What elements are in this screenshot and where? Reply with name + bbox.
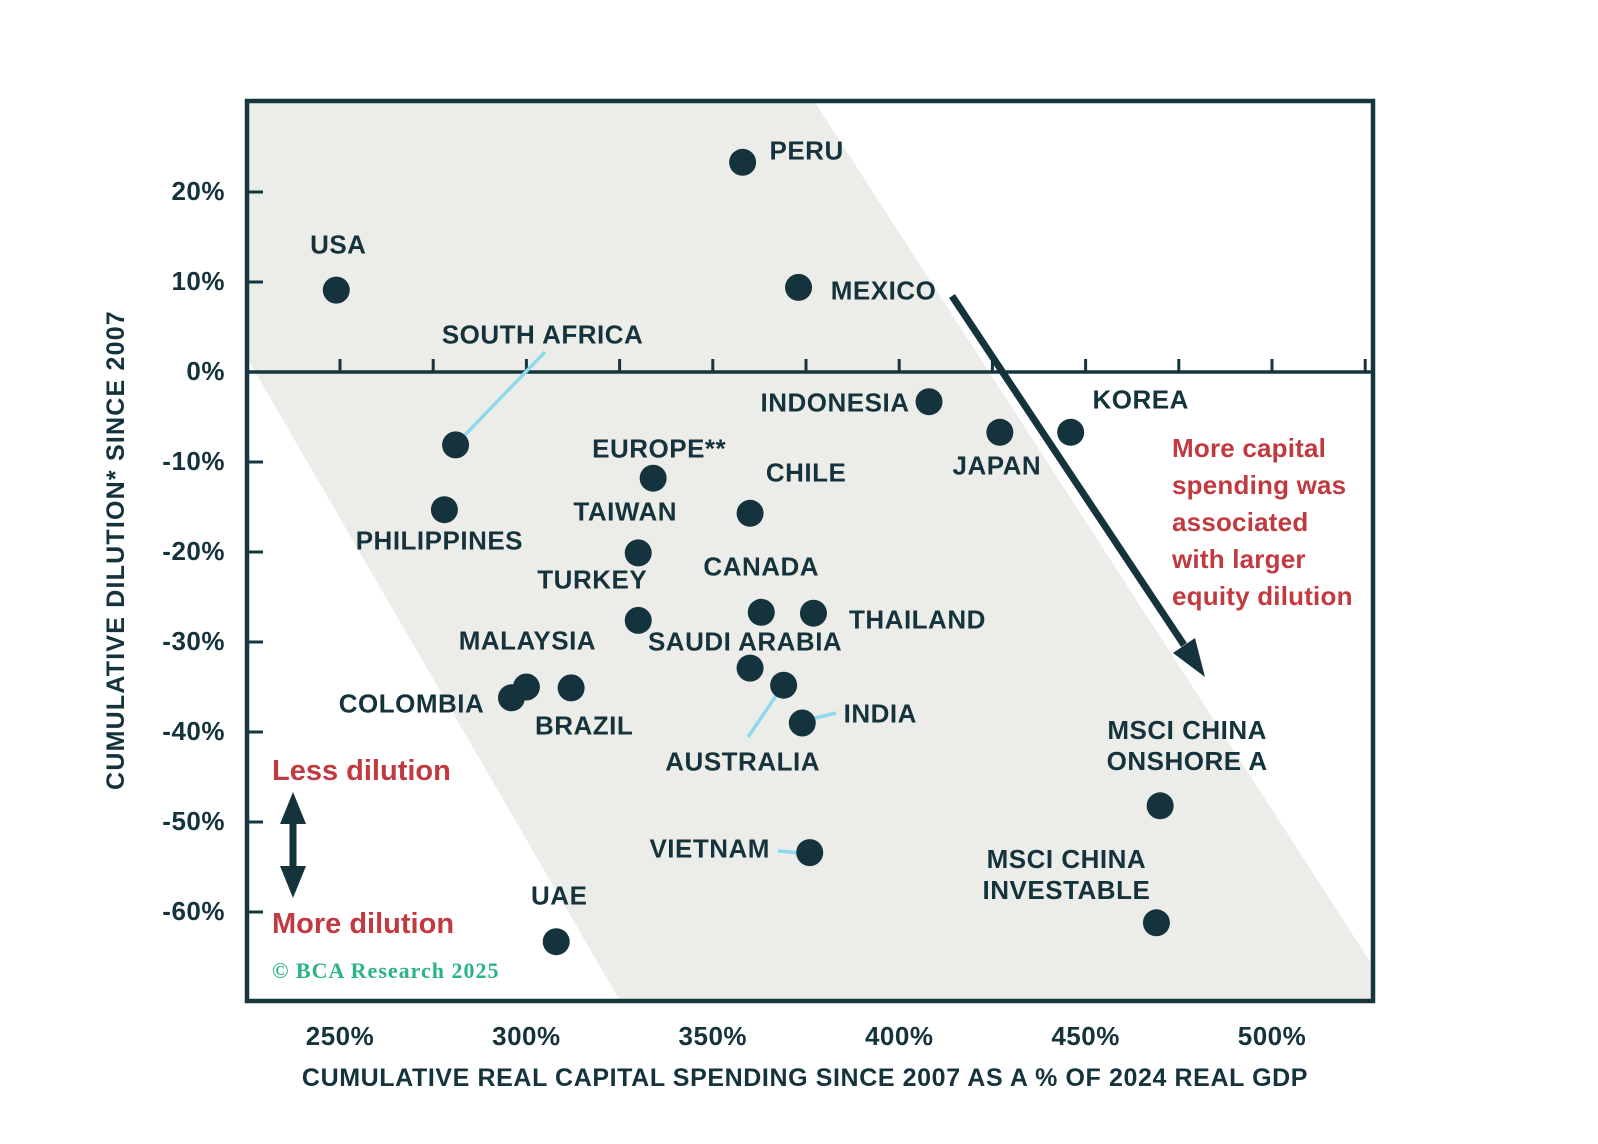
more-dilution-label: More dilution bbox=[272, 908, 455, 940]
y-tick-label: -50% bbox=[162, 806, 225, 836]
data-point-dot-vietnam bbox=[796, 839, 824, 867]
data-point-dot-usa bbox=[322, 276, 350, 304]
shaded-band bbox=[247, 101, 1373, 1001]
dilution-range-arrow bbox=[280, 792, 306, 898]
y-tick-label: -60% bbox=[162, 896, 225, 926]
y-tick-label: -40% bbox=[162, 716, 225, 746]
data-point-dot-australia bbox=[770, 671, 798, 699]
trend-annotation-line: spending was bbox=[1172, 470, 1347, 500]
data-point-label-saudi-arabia: SAUDI ARABIA bbox=[647, 626, 843, 657]
y-tick-label: 20% bbox=[171, 176, 225, 206]
trend-annotation-line: associated bbox=[1172, 507, 1309, 537]
data-point-label-europe: EUROPE** bbox=[592, 433, 727, 464]
x-tick-label: 450% bbox=[1051, 1021, 1120, 1051]
y-tick-label: -30% bbox=[162, 626, 225, 656]
trend-annotation-line: equity dilution bbox=[1172, 581, 1353, 611]
data-point-label-india: INDIA bbox=[843, 698, 917, 729]
data-point-dot-thailand bbox=[799, 599, 827, 627]
data-point-dot-uae bbox=[542, 928, 570, 956]
data-point-label-chile: CHILE bbox=[765, 457, 847, 488]
data-point-dot-japan bbox=[986, 418, 1014, 446]
data-point-label-mexico: MEXICO bbox=[830, 275, 937, 306]
plot-border bbox=[244, 98, 1376, 1004]
less-dilution-label: Less dilution bbox=[272, 755, 451, 787]
data-point-dot-brazil bbox=[557, 674, 585, 702]
data-point-label-malaysia: MALAYSIA bbox=[458, 625, 597, 656]
y-axis-title: CUMULATIVE DILUTION* SINCE 2007 bbox=[102, 310, 130, 790]
trend-arrow bbox=[949, 294, 1205, 677]
data-point-dot-taiwan bbox=[624, 539, 652, 567]
data-point-label-peru: PERU bbox=[769, 135, 844, 166]
data-point-label-south-africa: SOUTH AFRICA bbox=[441, 319, 644, 350]
copyright-notice: © BCA Research 2025 bbox=[272, 958, 500, 983]
data-point-dot-saudi-arabia bbox=[736, 654, 764, 682]
data-point-label-turkey: TURKEY bbox=[537, 564, 648, 595]
x-tick-label: 300% bbox=[492, 1021, 561, 1051]
x-tick-label: 500% bbox=[1237, 1021, 1307, 1051]
y-tick-label: 10% bbox=[171, 266, 225, 296]
data-point-label-brazil: BRAZIL bbox=[534, 710, 634, 741]
data-point-label-indonesia: INDONESIA bbox=[760, 387, 910, 418]
data-point-label-vietnam: VIETNAM bbox=[649, 833, 770, 864]
trend-annotation: More capital spending was associated wit… bbox=[1172, 430, 1353, 615]
data-point-dot-south-africa bbox=[442, 431, 470, 459]
x-axis-title: CUMULATIVE REAL CAPITAL SPENDING SINCE 2… bbox=[301, 1064, 1309, 1092]
data-point-label-msci-china-onshore-a: MSCI CHINA ONSHORE A bbox=[1106, 714, 1268, 776]
data-point-label-philippines: PHILIPPINES bbox=[355, 525, 524, 556]
data-point-label-australia: AUSTRALIA bbox=[665, 746, 820, 777]
data-point-label-korea: KOREA bbox=[1092, 384, 1189, 415]
data-point-dot-indonesia bbox=[915, 388, 943, 416]
data-point-label-colombia: COLOMBIA bbox=[338, 688, 485, 719]
trend-annotation-line: More capital bbox=[1172, 433, 1327, 463]
data-point-dot-msci-china-investable bbox=[1142, 909, 1170, 937]
data-point-label-uae: UAE bbox=[531, 880, 588, 911]
trend-annotation-line: with larger bbox=[1172, 544, 1306, 574]
y-tick-label: -20% bbox=[162, 536, 225, 566]
callout-line-south-africa bbox=[458, 350, 547, 442]
data-point-dot-philippines bbox=[430, 496, 458, 524]
x-tick-label: 400% bbox=[864, 1021, 934, 1051]
data-point-dot-peru bbox=[729, 148, 757, 176]
x-tick-label: 350% bbox=[678, 1021, 748, 1051]
data-point-dot-mexico bbox=[785, 273, 813, 301]
data-point-dot-europe bbox=[639, 464, 667, 492]
data-point-dot-msci-china-onshore-a bbox=[1146, 792, 1174, 820]
callout-line-australia bbox=[746, 689, 782, 738]
data-point-label-msci-china-investable: MSCI CHINA INVESTABLE bbox=[982, 843, 1151, 905]
data-point-dot-turkey bbox=[624, 606, 652, 634]
x-tick-label: 250% bbox=[305, 1021, 375, 1051]
data-point-label-japan: JAPAN bbox=[952, 450, 1042, 481]
data-point-label-thailand: THAILAND bbox=[849, 604, 986, 635]
data-point-label-canada: CANADA bbox=[703, 551, 820, 582]
data-point-dot-colombia bbox=[497, 684, 525, 712]
y-tick-label: 0% bbox=[186, 356, 225, 386]
data-point-dot-chile bbox=[736, 499, 764, 527]
data-point-dot-korea bbox=[1057, 418, 1085, 446]
data-point-label-taiwan: TAIWAN bbox=[573, 496, 678, 527]
data-point-dot-canada bbox=[747, 598, 775, 626]
y-tick-label: -10% bbox=[162, 446, 225, 476]
data-point-dot-india bbox=[788, 709, 816, 737]
data-point-label-usa: USA bbox=[310, 229, 367, 260]
